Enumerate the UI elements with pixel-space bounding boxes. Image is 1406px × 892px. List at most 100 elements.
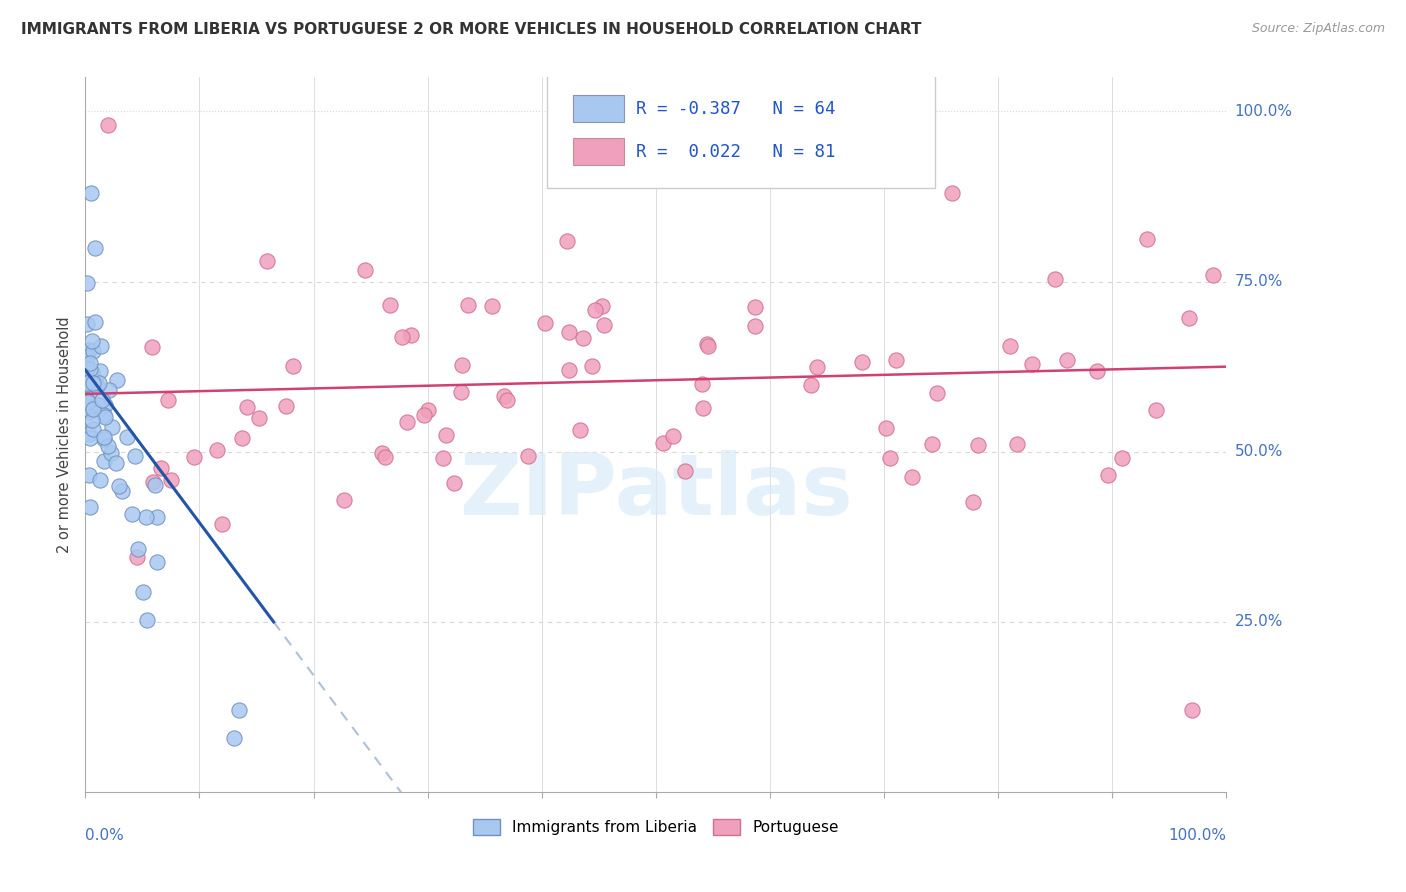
Point xyxy=(135,510,157,524)
Point xyxy=(1181,703,1204,717)
Point xyxy=(492,389,515,403)
Point xyxy=(77,395,100,409)
Point xyxy=(231,431,253,445)
Point xyxy=(141,340,163,354)
Point xyxy=(146,509,169,524)
Point xyxy=(146,555,169,569)
Point xyxy=(443,475,465,490)
Point xyxy=(93,453,115,467)
Point xyxy=(692,401,714,416)
Text: 25.0%: 25.0% xyxy=(1234,615,1282,630)
Point xyxy=(93,432,115,446)
Point xyxy=(256,253,278,268)
Point xyxy=(806,360,828,375)
Point xyxy=(879,451,901,466)
Point xyxy=(79,500,101,515)
Point xyxy=(90,339,112,353)
Point xyxy=(581,359,603,374)
Point xyxy=(1144,403,1167,417)
Point xyxy=(82,376,104,391)
Point xyxy=(76,277,98,291)
Point xyxy=(97,438,120,452)
Point xyxy=(76,361,98,376)
Point xyxy=(1045,272,1067,286)
Point xyxy=(98,383,121,397)
Point xyxy=(222,731,245,745)
Point xyxy=(101,420,124,434)
Point xyxy=(451,359,474,373)
Point xyxy=(1097,468,1119,483)
Point xyxy=(354,262,377,277)
Point xyxy=(89,364,111,378)
Point xyxy=(127,550,149,565)
Point xyxy=(86,398,108,412)
Point xyxy=(105,373,128,387)
Point xyxy=(998,339,1021,353)
Point xyxy=(558,363,581,377)
Point xyxy=(80,413,103,427)
Point xyxy=(941,186,963,201)
Point xyxy=(89,376,111,391)
Point xyxy=(921,437,943,451)
Point xyxy=(690,377,713,392)
Point xyxy=(93,429,115,443)
Point xyxy=(592,318,614,332)
Point xyxy=(652,435,675,450)
Point xyxy=(744,300,766,314)
Point xyxy=(517,450,540,464)
Point xyxy=(457,298,479,312)
Point xyxy=(1136,232,1159,246)
Point xyxy=(83,315,105,329)
Text: IMMIGRANTS FROM LIBERIA VS PORTUGUESE 2 OR MORE VEHICLES IN HOUSEHOLD CORRELATIO: IMMIGRANTS FROM LIBERIA VS PORTUGUESE 2 … xyxy=(21,22,921,37)
Point xyxy=(1005,436,1028,450)
Text: 0.0%: 0.0% xyxy=(86,828,124,843)
Point xyxy=(82,365,104,379)
Point xyxy=(412,409,434,423)
Text: Source: ZipAtlas.com: Source: ZipAtlas.com xyxy=(1251,22,1385,36)
Point xyxy=(143,478,166,492)
Point xyxy=(391,330,413,344)
Point xyxy=(1021,357,1043,371)
Point xyxy=(416,403,439,417)
Point xyxy=(696,337,718,351)
Y-axis label: 2 or more Vehicles in Household: 2 or more Vehicles in Household xyxy=(58,317,72,553)
Text: 75.0%: 75.0% xyxy=(1234,274,1282,289)
Point xyxy=(450,384,472,399)
Text: ZIPatlas: ZIPatlas xyxy=(458,450,852,533)
Point xyxy=(183,450,205,465)
Point xyxy=(496,392,519,407)
Point xyxy=(851,355,873,369)
Point xyxy=(89,473,111,487)
Point xyxy=(142,475,165,489)
Point xyxy=(697,339,720,353)
Point xyxy=(236,400,259,414)
Point xyxy=(76,392,98,407)
Point xyxy=(108,479,131,493)
Point xyxy=(274,399,297,413)
Point xyxy=(432,451,454,466)
Point xyxy=(555,235,578,249)
Point xyxy=(399,328,422,343)
Point xyxy=(395,415,418,429)
Point xyxy=(76,351,98,365)
Point xyxy=(925,385,948,400)
Point xyxy=(79,385,101,400)
Point xyxy=(1085,363,1108,377)
Point xyxy=(132,585,155,599)
Point xyxy=(378,298,401,312)
Point xyxy=(82,344,104,359)
Point xyxy=(77,402,100,417)
Point xyxy=(1178,310,1201,325)
Point xyxy=(370,445,392,459)
Point xyxy=(374,450,396,465)
Point xyxy=(76,318,98,332)
Point xyxy=(76,376,98,390)
Point xyxy=(205,443,228,458)
Point xyxy=(79,356,101,370)
Point xyxy=(554,159,576,173)
Legend: Immigrants from Liberia, Portuguese: Immigrants from Liberia, Portuguese xyxy=(467,813,845,841)
Point xyxy=(124,449,146,463)
Text: 100.0%: 100.0% xyxy=(1234,104,1292,119)
Point xyxy=(76,380,98,394)
Point xyxy=(94,398,117,412)
